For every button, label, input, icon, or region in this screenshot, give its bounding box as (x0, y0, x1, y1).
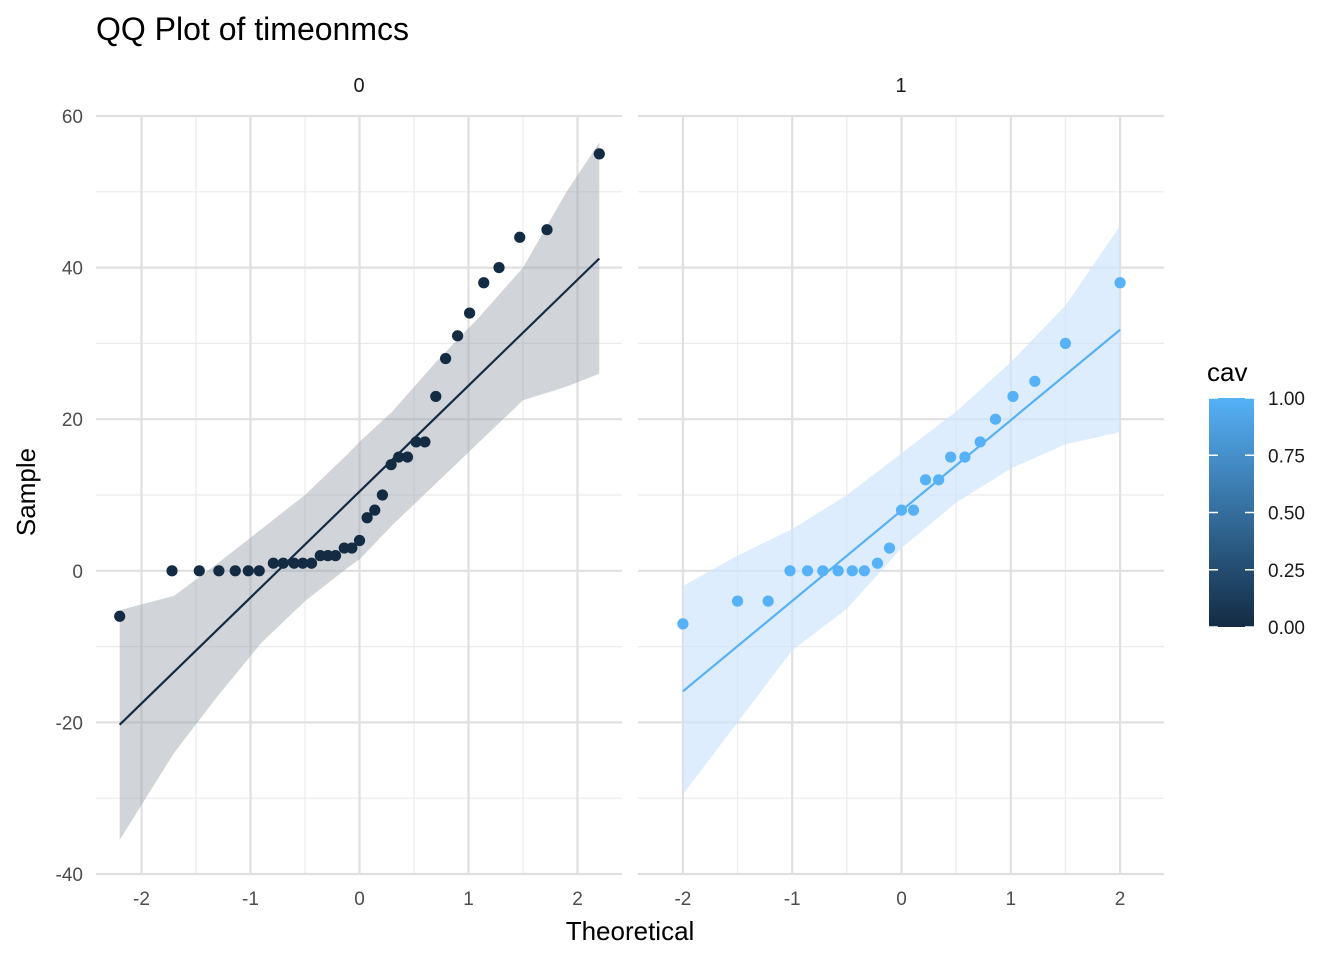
data-point (919, 474, 932, 486)
data-point (871, 557, 884, 569)
data-point (945, 451, 957, 463)
data-point (353, 534, 366, 547)
data-point (419, 436, 431, 448)
data-point (253, 565, 265, 577)
data-point (593, 148, 605, 160)
facet-strip-label: 1 (895, 75, 906, 97)
y-axis-ticks: -40 -20 0 20 40 60 (56, 107, 83, 886)
data-point (361, 512, 373, 524)
legend-tick-label: 1.00 (1268, 389, 1305, 410)
data-point (989, 413, 1002, 425)
legend-tick-label: 0.00 (1268, 618, 1305, 639)
data-point (213, 565, 225, 577)
x-tick-label: 0 (896, 889, 907, 910)
data-point (401, 451, 414, 463)
legend-title: cav (1207, 357, 1247, 387)
data-point (677, 618, 689, 630)
data-point (832, 565, 844, 577)
data-point (393, 451, 405, 463)
data-point (731, 595, 744, 607)
data-point (846, 565, 858, 577)
data-point (376, 489, 388, 501)
data-point (385, 459, 397, 471)
data-point (305, 557, 318, 569)
data-point (463, 307, 476, 319)
data-point (478, 277, 490, 289)
data-point (541, 224, 553, 236)
data-point (895, 504, 908, 516)
data-point (410, 436, 422, 448)
data-point (817, 565, 829, 577)
data-point (288, 557, 300, 569)
x-tick-label: -1 (784, 889, 801, 910)
data-point (974, 436, 986, 448)
x-tick-label: 1 (463, 889, 474, 910)
x-tick-label: 1 (1006, 889, 1017, 910)
data-point (907, 504, 920, 516)
legend-tick-label: 0.25 (1268, 561, 1305, 582)
data-point (1114, 277, 1126, 289)
data-point (166, 565, 178, 577)
data-point (346, 542, 358, 554)
data-point (440, 352, 452, 365)
panel-0: -2 -1 0 1 2 0 (96, 75, 622, 910)
data-point (452, 330, 464, 342)
chart-title: QQ Plot of timeonmcs (96, 11, 409, 47)
data-point (1059, 337, 1072, 349)
facet-strip-label: 0 (353, 75, 364, 97)
data-point (801, 565, 814, 577)
data-point (762, 595, 774, 607)
data-point (369, 504, 381, 516)
y-tick-label: 0 (72, 562, 83, 583)
y-tick-label: 40 (62, 259, 83, 280)
x-tick-label: 2 (1115, 889, 1126, 910)
data-point (1029, 375, 1041, 387)
data-point (493, 262, 505, 274)
color-legend: cav 0.00 0.25 0.50 0.75 1.00 (1207, 357, 1305, 639)
data-point (297, 557, 309, 569)
legend-tick-label: 0.50 (1268, 504, 1305, 525)
y-tick-label: -20 (56, 713, 83, 734)
data-point (784, 565, 796, 577)
data-point (242, 565, 254, 577)
data-point (229, 565, 241, 577)
data-point (858, 565, 870, 577)
data-point (430, 390, 442, 403)
x-tick-label: 0 (354, 889, 365, 910)
x-tick-label: -1 (242, 889, 259, 910)
data-point (959, 451, 971, 463)
data-point (514, 231, 526, 243)
panel-1: -2 -1 0 1 2 1 (638, 75, 1164, 910)
y-axis-title: Sample (11, 448, 41, 536)
y-tick-label: -40 (56, 865, 83, 886)
y-tick-label: 60 (62, 107, 83, 128)
x-tick-label: 2 (572, 889, 583, 910)
x-tick-label: -2 (133, 889, 150, 910)
data-point (933, 474, 945, 486)
y-tick-label: 20 (62, 410, 83, 431)
x-tick-label: -2 (674, 889, 691, 910)
data-point (114, 610, 126, 622)
x-axis-title: Theoretical (566, 916, 695, 946)
legend-tick-label: 0.75 (1268, 446, 1305, 467)
data-point (1007, 390, 1019, 403)
data-point (277, 557, 289, 569)
data-point (883, 542, 896, 554)
data-point (267, 557, 279, 569)
qq-reference-line (118, 257, 601, 726)
data-point (329, 550, 342, 562)
data-point (193, 565, 205, 577)
